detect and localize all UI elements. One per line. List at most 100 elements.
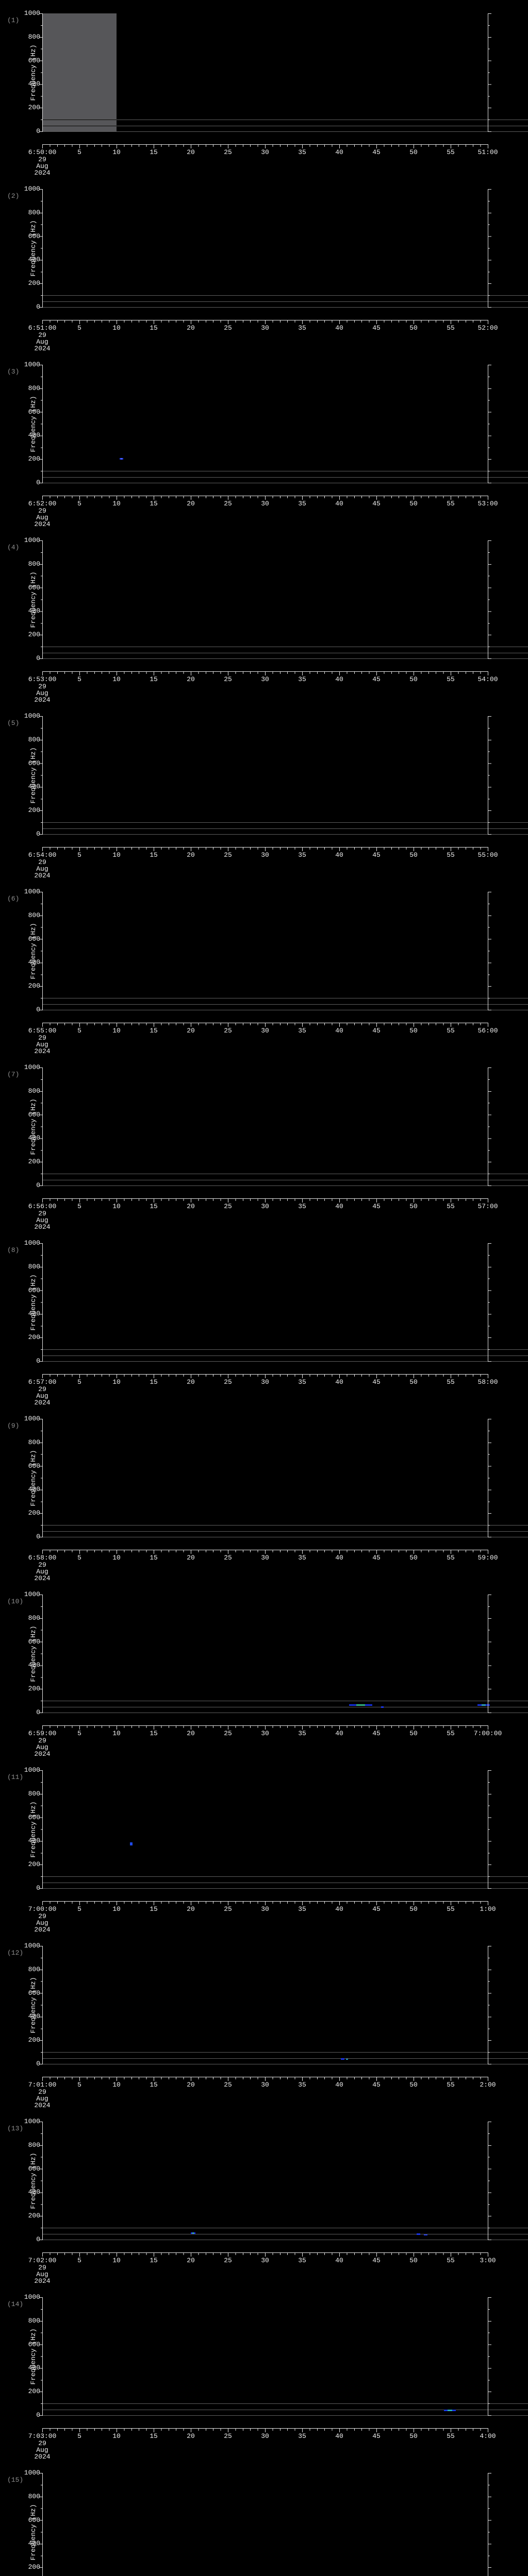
y-minor-ticks-right: [488, 1595, 490, 1713]
y-major-ticks-right: [488, 1595, 491, 1713]
axis-date-line: 29: [38, 2264, 46, 2272]
time-tick-label: 55: [447, 851, 455, 859]
time-axis-line: [42, 2252, 488, 2253]
time-tick-label: 20: [187, 675, 195, 683]
time-tick-label: 5: [77, 148, 81, 156]
time-tick-label: 15: [150, 1905, 158, 1913]
y-tick-label: 800: [28, 33, 40, 41]
y-tick-label: 200: [28, 1509, 40, 1517]
y-major-ticks-right: [488, 365, 491, 483]
time-tick-label: 25: [224, 675, 232, 683]
time-tick-label: 30: [261, 2081, 269, 2089]
time-tick-label: 5: [77, 2081, 81, 2089]
spectrogram-panel: 1000 800 600 400 200 0 (14) Frequency (Hz) 7:03:…: [0, 2284, 528, 2460]
axis-date-block: 29 Aug 2024: [19, 683, 65, 703]
time-tick-label: 15: [150, 1027, 158, 1035]
time-tick-label: 25: [224, 1730, 232, 1737]
axis-date-line: 29: [38, 858, 46, 866]
time-tick-label: 10: [112, 1027, 121, 1035]
y-tick-label: 200: [28, 982, 40, 990]
time-axis-line: [42, 2428, 488, 2429]
y-tick-label: 600: [28, 1989, 40, 1997]
y-minor-ticks-right: [488, 13, 490, 132]
time-minor-ticks: [42, 320, 489, 323]
axis-date-line: Aug: [36, 1392, 48, 1400]
time-end-label: 56:00: [477, 1027, 498, 1035]
y-tick-label: 0: [36, 2411, 40, 2419]
axis-date-line: 29: [38, 683, 46, 690]
y-tick-label: 200: [28, 2563, 40, 2571]
y-tick-label: 200: [28, 1158, 40, 1165]
time-tick-label: 55: [447, 1554, 455, 1562]
y-axis-left-spine: [42, 365, 43, 483]
y-minor-ticks-left: [41, 2297, 42, 2416]
y-minor-ticks-right: [488, 540, 490, 659]
spectrogram-panel: 1000 800 600 400 200 0 (5) Frequency (Hz) 6:54:0…: [0, 703, 528, 879]
time-tick-label: 10: [112, 1905, 121, 1913]
axis-date-block: 29 Aug 2024: [19, 1386, 65, 1406]
y-tick-label: 800: [28, 560, 40, 568]
hum-line-0hz: [42, 834, 528, 835]
time-tick-label: 45: [372, 1378, 381, 1386]
y-tick-label: 1000: [24, 1239, 40, 1247]
y-axis-title: Frequency (Hz): [29, 2328, 37, 2385]
y-tick-label: 400: [28, 1661, 40, 1669]
y-axis-title: Frequency (Hz): [29, 747, 37, 804]
time-tick-label: 10: [112, 500, 121, 507]
detection-streak: [120, 458, 123, 460]
time-tick-label: 15: [150, 2081, 158, 2089]
y-axis-left-spine: [42, 189, 43, 308]
panel-index-label: (1): [7, 16, 20, 24]
detection-streak-core: [121, 458, 122, 460]
y-tick-label: 1000: [24, 536, 40, 544]
axis-date-line: 29: [38, 1385, 46, 1393]
y-tick-label: 1000: [24, 2469, 40, 2477]
panel-index-label: (7): [7, 1071, 20, 1078]
y-tick-label: 800: [28, 1263, 40, 1270]
axis-date-line: 29: [38, 507, 46, 515]
time-tick-label: 35: [298, 1554, 306, 1562]
axis-date-line: Aug: [36, 1919, 48, 1927]
axis-date-line: 2024: [34, 520, 51, 528]
axis-date-line: 29: [38, 331, 46, 339]
detection-streak: [191, 2232, 195, 2234]
axis-date-block: 29 Aug 2024: [19, 1737, 65, 1757]
y-axis-left-spine: [42, 1419, 43, 1537]
time-tick-label: 50: [409, 1554, 418, 1562]
time-tick-label: 45: [372, 500, 381, 507]
axis-date-block: 29 Aug 2024: [19, 332, 65, 352]
y-tick-label: 400: [28, 2012, 40, 2020]
time-tick-label: 55: [447, 324, 455, 332]
axis-date-line: Aug: [36, 1743, 48, 1751]
time-tick-label: 25: [224, 500, 232, 507]
time-tick-label: 5: [77, 675, 81, 683]
y-minor-ticks-right: [488, 2122, 490, 2240]
y-tick-label: 0: [36, 654, 40, 662]
time-tick-label: 30: [261, 1378, 269, 1386]
y-axis-title: Frequency (Hz): [29, 219, 37, 277]
y-tick-label: 200: [28, 2036, 40, 2044]
time-tick-label: 40: [335, 500, 343, 507]
time-tick-label: 30: [261, 148, 269, 156]
time-tick-label: 20: [187, 851, 195, 859]
time-tick-label: 10: [112, 324, 121, 332]
time-tick-label: 10: [112, 1730, 121, 1737]
axis-date-line: 29: [38, 1737, 46, 1744]
time-tick-label: 40: [335, 1027, 343, 1035]
time-end-label: 51:00: [477, 148, 498, 156]
y-axis-title: Frequency (Hz): [29, 1274, 37, 1331]
y-tick-label: 400: [28, 1485, 40, 1493]
time-minor-ticks: [42, 1726, 489, 1728]
axis-date-line: 2024: [34, 1399, 51, 1406]
hum-line-0hz: [42, 1361, 528, 1362]
time-minor-ticks: [42, 2429, 489, 2431]
y-minor-ticks-left: [41, 540, 42, 659]
time-tick-label: 25: [224, 1378, 232, 1386]
y-minor-ticks-left: [41, 13, 42, 132]
y-major-ticks-right: [488, 189, 491, 308]
time-tick-label: 40: [335, 851, 343, 859]
time-minor-ticks: [42, 848, 489, 850]
time-tick-label: 50: [409, 851, 418, 859]
time-tick-label: 30: [261, 851, 269, 859]
hum-line-100hz: [42, 1349, 528, 1350]
